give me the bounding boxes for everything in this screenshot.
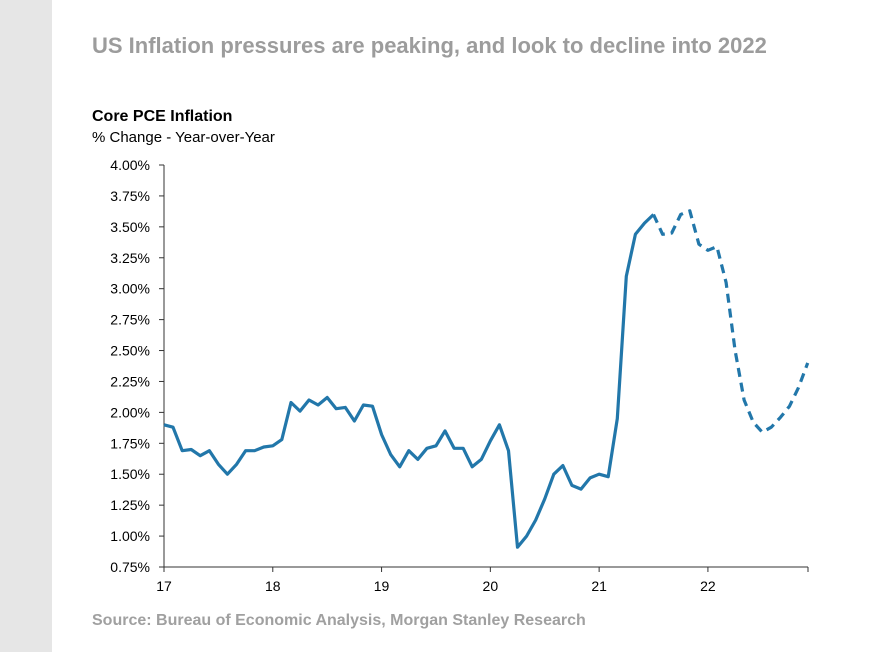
x-tick-label: 18 <box>265 578 281 594</box>
x-tick-label: 20 <box>483 578 499 594</box>
y-tick-label: 0.75% <box>110 559 150 575</box>
y-tick-label: 4.00% <box>110 157 150 173</box>
y-tick-label: 3.00% <box>110 281 150 297</box>
x-tick-label: 19 <box>374 578 390 594</box>
x-tick-label: 21 <box>591 578 607 594</box>
left-sidebar-strip <box>0 0 52 652</box>
source-note: Source: Bureau of Economic Analysis, Mor… <box>92 612 586 629</box>
page-headline: US Inflation pressures are peaking, and … <box>92 33 767 58</box>
y-tick-label: 2.25% <box>110 373 150 389</box>
y-tick-label: 3.50% <box>110 219 150 235</box>
x-tick-label: 22 <box>700 578 716 594</box>
x-tick-label: 17 <box>156 578 172 594</box>
y-tick-label: 3.75% <box>110 188 150 204</box>
y-tick-label: 2.75% <box>110 312 150 328</box>
y-tick-label: 3.25% <box>110 250 150 266</box>
y-tick-label: 1.75% <box>110 435 150 451</box>
chart-subtitle: % Change - Year-over-Year <box>92 129 275 146</box>
y-tick-label: 1.25% <box>110 497 150 513</box>
y-tick-label: 1.00% <box>110 528 150 544</box>
forecast-series-line <box>652 209 810 434</box>
chart-title: Core PCE Inflation <box>92 108 233 125</box>
y-tick-label: 2.50% <box>110 343 150 359</box>
actual-series-line <box>163 213 655 549</box>
y-tick-label: 1.50% <box>110 466 150 482</box>
y-tick-label: 2.00% <box>110 404 150 420</box>
